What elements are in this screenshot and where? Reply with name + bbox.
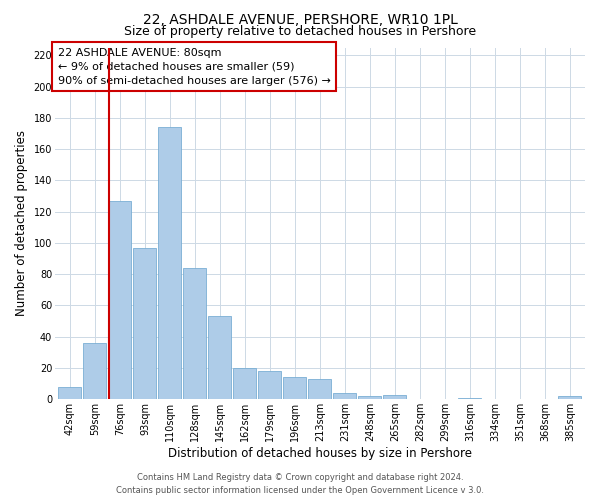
- Bar: [83, 343, 106, 400]
- Bar: [283, 378, 307, 400]
- Bar: [233, 368, 256, 400]
- Bar: [158, 127, 181, 400]
- Bar: [334, 393, 356, 400]
- Bar: [259, 371, 281, 400]
- Text: Contains HM Land Registry data © Crown copyright and database right 2024.
Contai: Contains HM Land Registry data © Crown c…: [116, 473, 484, 495]
- Bar: [559, 396, 581, 400]
- Bar: [184, 268, 206, 400]
- Bar: [358, 396, 382, 400]
- Bar: [383, 394, 406, 400]
- Text: Size of property relative to detached houses in Pershore: Size of property relative to detached ho…: [124, 25, 476, 38]
- Bar: [133, 248, 157, 400]
- Text: 22 ASHDALE AVENUE: 80sqm
← 9% of detached houses are smaller (59)
90% of semi-de: 22 ASHDALE AVENUE: 80sqm ← 9% of detache…: [58, 48, 331, 86]
- Bar: [458, 398, 481, 400]
- X-axis label: Distribution of detached houses by size in Pershore: Distribution of detached houses by size …: [168, 447, 472, 460]
- Bar: [58, 387, 82, 400]
- Bar: [109, 200, 131, 400]
- Bar: [308, 379, 331, 400]
- Text: 22, ASHDALE AVENUE, PERSHORE, WR10 1PL: 22, ASHDALE AVENUE, PERSHORE, WR10 1PL: [143, 12, 457, 26]
- Bar: [208, 316, 232, 400]
- Y-axis label: Number of detached properties: Number of detached properties: [15, 130, 28, 316]
